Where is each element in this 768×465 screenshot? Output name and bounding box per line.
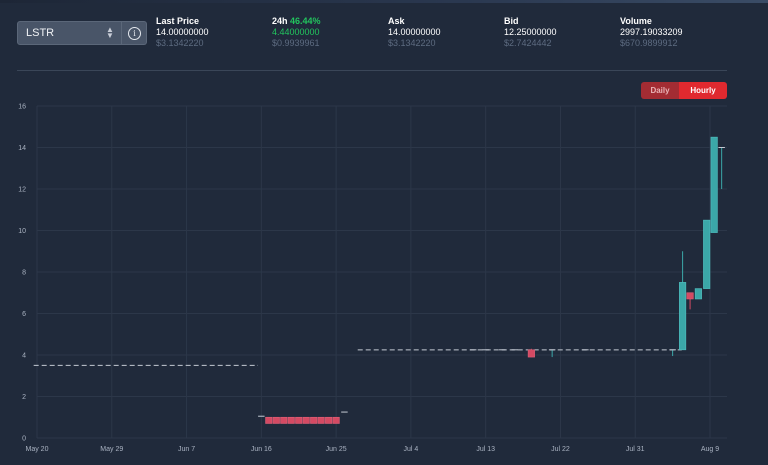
stat-ask: Ask 14.00000000 $3.1342220 [388, 16, 441, 49]
candle-body [265, 416, 273, 424]
change-label: 24h [272, 16, 288, 26]
change-percent: 46.44% [290, 16, 321, 26]
y-tick-label: 6 [22, 311, 26, 318]
info-icon: i [128, 27, 141, 40]
x-tick-label: Jul 22 [551, 446, 570, 453]
y-tick-label: 0 [22, 436, 26, 443]
header-divider [17, 70, 727, 71]
candle-body [325, 416, 333, 424]
y-tick-label: 10 [18, 228, 26, 235]
candle-body [703, 219, 711, 289]
y-tick-label: 12 [18, 187, 26, 194]
bid-usd: $2.7424442 [504, 38, 552, 48]
info-button[interactable]: i [122, 21, 147, 45]
x-tick-label: Jul 4 [403, 446, 418, 453]
top-accent-line [0, 0, 768, 3]
y-tick-label: 16 [18, 104, 26, 111]
candle-body [679, 282, 687, 351]
stat-24h-change: 24h 46.44% 4.44000000 $0.9939961 [272, 16, 321, 49]
candle-body [310, 416, 318, 424]
y-tick-label: 8 [22, 270, 26, 277]
volume-value: 2997.19033209 [620, 27, 683, 37]
candle-body [295, 416, 303, 424]
y-tick-label: 4 [22, 353, 26, 360]
x-tick-label: Jul 13 [476, 446, 495, 453]
x-tick-label: Jul 31 [626, 446, 645, 453]
candle-body [332, 416, 340, 424]
bid-label: Bid [504, 16, 519, 26]
x-tick-label: Jun 7 [178, 446, 195, 453]
candle-body [280, 416, 288, 424]
ask-label: Ask [388, 16, 405, 26]
y-tick-label: 2 [22, 394, 26, 401]
y-tick-label: 14 [18, 145, 26, 152]
stat-volume: Volume 2997.19033209 $670.9899912 [620, 16, 683, 49]
stat-last-price: Last Price 14.00000000 $3.1342220 [156, 16, 209, 49]
x-tick-label: May 20 [26, 446, 49, 453]
candle-body [317, 416, 325, 424]
candle-body [302, 416, 310, 424]
last-price-value: 14.00000000 [156, 27, 209, 37]
candle-body [527, 349, 535, 358]
ask-value: 14.00000000 [388, 27, 441, 37]
market-selector[interactable]: LSTR ▲ ▼ [17, 21, 122, 45]
last-price-usd: $3.1342220 [156, 38, 204, 48]
x-tick-label: Aug 9 [701, 446, 719, 453]
ask-usd: $3.1342220 [388, 38, 436, 48]
last-price-label: Last Price [156, 16, 200, 26]
x-tick-label: Jun 16 [251, 446, 272, 453]
change-usd: $0.9939961 [272, 38, 320, 48]
chevron-updown-icon: ▲ ▼ [106, 25, 114, 40]
daily-button[interactable]: Daily [641, 82, 679, 99]
volume-usd: $670.9899912 [620, 38, 678, 48]
x-tick-label: May 29 [100, 446, 123, 453]
candle-body [287, 416, 295, 424]
interval-toggle: Daily Hourly [641, 82, 727, 99]
market-selector-value: LSTR [26, 27, 55, 39]
volume-label: Volume [620, 16, 652, 26]
bid-value: 12.25000000 [504, 27, 557, 37]
x-tick-label: Jun 25 [326, 446, 347, 453]
stat-bid: Bid 12.25000000 $2.7424442 [504, 16, 557, 49]
candle-body [686, 292, 694, 300]
change-value: 4.44000000 [272, 27, 320, 37]
hourly-button[interactable]: Hourly [679, 82, 727, 99]
candle-body [694, 288, 702, 300]
candle-body [710, 136, 718, 233]
candle-body [272, 416, 280, 424]
change-label-row: 24h 46.44% [272, 16, 321, 27]
